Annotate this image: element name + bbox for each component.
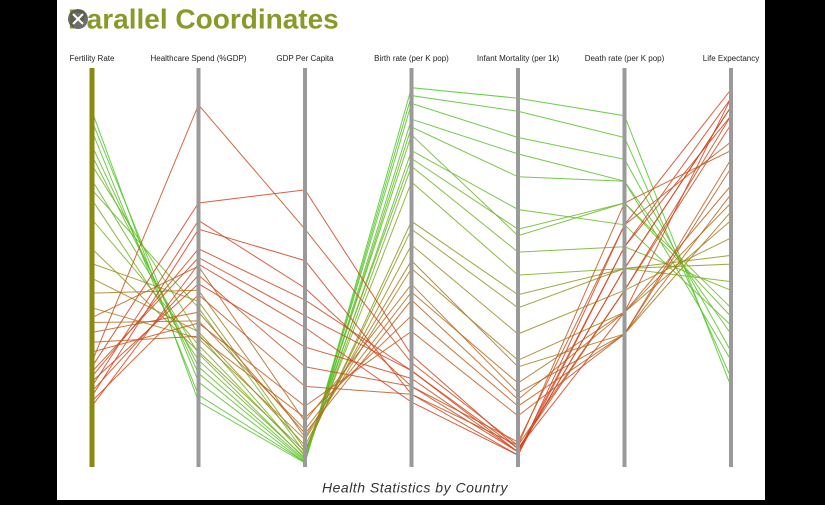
axis-label: Life Expectancy xyxy=(703,54,759,63)
chart-caption: Health Statistics by Country xyxy=(322,480,508,496)
chart-title: Parallel Coordinates xyxy=(68,3,339,34)
axis-label: Birth rate (per K pop) xyxy=(374,54,449,63)
axis-label: Healthcare Spend (%GDP) xyxy=(150,54,246,63)
axis-label: GDP Per Capita xyxy=(276,54,334,63)
axis-label: Infant Mortality (per 1k) xyxy=(477,54,560,63)
axis-layer: Fertility Rate Healthcare Spend (%GDP) GDP… xyxy=(70,54,759,467)
close-button[interactable] xyxy=(68,9,88,29)
axis-label: Death rate (per K pop) xyxy=(585,54,665,63)
axis-label: Fertility Rate xyxy=(70,54,115,63)
